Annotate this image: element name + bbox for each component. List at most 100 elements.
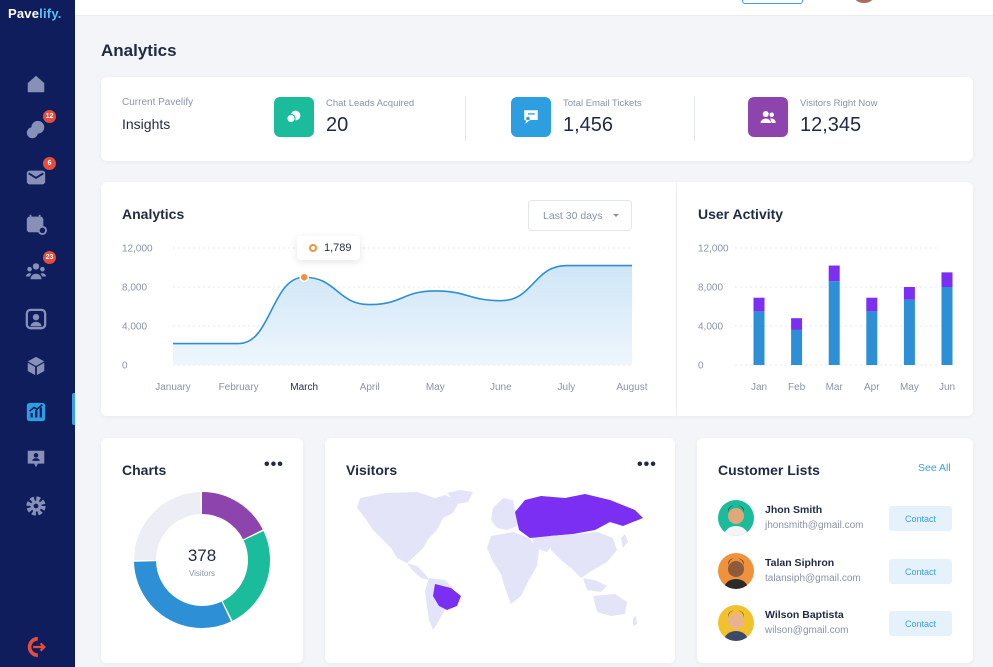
y-tick-label: 8,000 (698, 283, 723, 294)
app-logo[interactable]: Pavelify. (8, 6, 62, 21)
bar-segment-secondary[interactable] (903, 287, 915, 300)
area-fill (173, 265, 632, 365)
map-greenland (447, 490, 473, 504)
sidebar-item-box[interactable] (24, 354, 48, 378)
y-tick-label: 4,000 (122, 322, 147, 333)
visitors-card: Visitors ••• (325, 438, 675, 663)
analytics-area-chart: 12,000 8,000 4,000 0 January February March Apr… (122, 244, 648, 394)
map-australia (593, 594, 627, 616)
x-tick-label: January (155, 382, 191, 393)
donut-slice[interactable] (134, 492, 202, 561)
sidebar: Pavelify. 12 6 23 (0, 0, 75, 667)
avatar (718, 500, 754, 536)
customer-email: talansiph@gmail.com (765, 573, 861, 584)
stats-card: Current Pavelify Insights Chat Leads Acq… (101, 77, 973, 161)
map-asia (550, 532, 617, 578)
see-all-link[interactable]: See All (918, 462, 951, 474)
stat-value: 12,345 (800, 114, 862, 136)
bar-segment-primary[interactable] (941, 287, 953, 365)
x-tick-label: May (900, 382, 919, 393)
x-tick-label: Feb (788, 382, 806, 393)
donut-slice[interactable] (222, 531, 270, 621)
users-icon (25, 263, 47, 280)
bar-segment-secondary[interactable] (866, 297, 878, 312)
x-tick-label: May (426, 382, 445, 393)
user-avatar[interactable] (855, 0, 873, 3)
analytics-title: Analytics (122, 206, 185, 222)
bar-segment-secondary[interactable] (753, 297, 765, 312)
bar-segment-secondary[interactable] (941, 272, 953, 287)
analytics-chart-card: Analytics Last 30 days 12,000 8,000 4,000 0… (101, 182, 676, 416)
x-tick-label: Apr (864, 382, 880, 393)
x-tick-label: July (558, 382, 576, 393)
customer-lists-card: Customer Lists See All Jhon Smith jhonsm… (697, 438, 973, 663)
contact-button[interactable]: Contact (889, 559, 952, 584)
top-action-button[interactable] (742, 0, 803, 4)
sidebar-item-chat[interactable]: 12 (24, 110, 56, 142)
charts-more-button[interactable]: ••• (264, 456, 284, 473)
map-japan (621, 534, 628, 548)
stat-value: 20 (326, 114, 349, 136)
avatar (718, 553, 754, 589)
y-tick-label: 0 (698, 361, 704, 372)
bar-segment-secondary[interactable] (828, 265, 840, 282)
user-activity-card: User Activity 12,000 8,000 4,000 0 Jan Feb Mar… (677, 182, 973, 416)
map-brazil (433, 584, 461, 610)
x-tick-label: Jun (939, 382, 955, 393)
mail-badge: 6 (43, 157, 56, 170)
home-icon (27, 75, 45, 93)
support-icon (27, 450, 45, 468)
sidebar-item-calendar[interactable] (24, 212, 48, 236)
customer-name: Talan Siphron (765, 557, 835, 569)
map-central-america (407, 563, 429, 580)
donut-slice[interactable] (134, 560, 231, 628)
users-badge: 23 (43, 251, 56, 264)
contact-button[interactable]: Contact (889, 611, 952, 636)
donut-slice[interactable] (201, 492, 263, 540)
date-range-value: Last 30 days (543, 209, 603, 222)
email-ticket-icon (511, 97, 551, 137)
visitors-title: Visitors (346, 462, 398, 478)
x-tick-label: August (616, 382, 647, 393)
customer-row: Jhon Smith jhonsmith@gmail.com Contact (718, 500, 952, 538)
world-map (357, 490, 643, 630)
bar-segment-primary[interactable] (753, 311, 765, 365)
sidebar-item-logout[interactable] (24, 635, 48, 659)
customer-name: Wilson Baptista (765, 609, 844, 621)
visitors-more-button[interactable]: ••• (637, 456, 657, 473)
donut-center: 378 Visitors (101, 546, 303, 578)
sidebar-item-mail[interactable]: 6 (24, 157, 56, 189)
x-tick-label: April (360, 382, 380, 393)
bar-segment-primary[interactable] (903, 299, 915, 365)
customer-email: jhonsmith@gmail.com (765, 520, 864, 531)
date-range-dropdown[interactable]: Last 30 days (528, 200, 632, 231)
sidebar-item-users[interactable]: 23 (24, 251, 56, 283)
stat-value: 1,456 (563, 114, 614, 136)
sidebar-item-profile[interactable] (24, 307, 48, 331)
y-tick-label: 12,000 (698, 244, 729, 255)
customer-row: Wilson Baptista wilson@gmail.com Contact (718, 605, 952, 643)
x-tick-label: March (290, 382, 318, 393)
bar-segment-secondary[interactable] (791, 318, 803, 330)
donut-label: Visitors (188, 569, 216, 578)
active-indicator (72, 393, 75, 425)
bar-segment-primary[interactable] (791, 329, 803, 365)
bar-segment-primary[interactable] (828, 281, 840, 365)
chevron-down-icon (613, 214, 619, 217)
highlight-point[interactable] (299, 272, 309, 282)
contact-button[interactable]: Contact (889, 506, 952, 531)
bar-segment-primary[interactable] (866, 311, 878, 365)
calendar-icon (26, 214, 47, 235)
visitors-donut-chart (134, 492, 270, 628)
stat-divider (694, 96, 695, 141)
sidebar-item-support[interactable] (24, 447, 48, 471)
sidebar-item-settings[interactable] (24, 494, 48, 518)
charts-title: Charts (122, 462, 167, 478)
sidebar-item-analytics[interactable] (24, 400, 48, 424)
sidebar-item-home[interactable] (24, 72, 48, 96)
profile-icon (25, 308, 47, 330)
map-north-america (357, 492, 460, 563)
map-europe (491, 498, 521, 530)
user-activity-title: User Activity (698, 206, 784, 222)
visitors-icon (748, 97, 788, 137)
